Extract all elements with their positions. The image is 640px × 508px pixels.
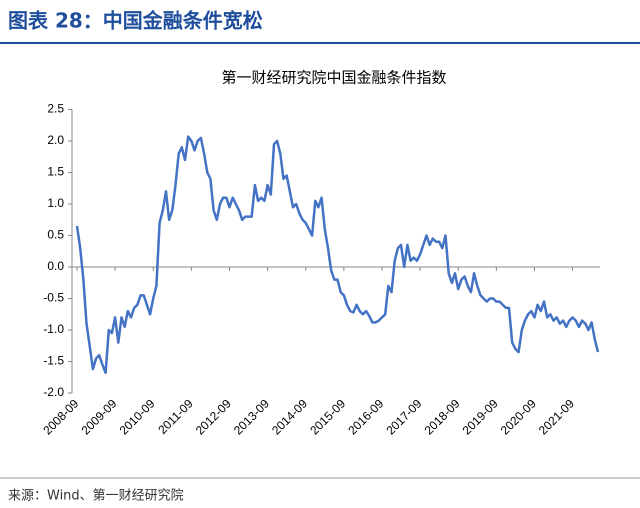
x-tick-label: 2018-09 <box>422 396 463 437</box>
x-tick-label: 2015-09 <box>307 396 348 437</box>
chart-title: 第一财经研究院中国金融条件指数 <box>221 69 446 87</box>
y-tick-label: -0.5 <box>43 291 64 305</box>
x-tick-label: 2014-09 <box>269 396 310 437</box>
data-line <box>75 135 600 375</box>
x-tick-label: 2017-09 <box>383 396 424 437</box>
y-tick-label: -2.0 <box>43 385 64 399</box>
x-tick-label: 2012-09 <box>193 396 234 437</box>
header-title: 图表 28：中国金融条件宽松 <box>8 9 263 33</box>
x-tick-label: 2016-09 <box>345 396 386 437</box>
y-tick-label: 1.5 <box>47 165 64 179</box>
y-tick-label: 2.0 <box>47 133 64 147</box>
x-tick-label: 2009-09 <box>78 396 119 437</box>
x-tick-label: 2008-09 <box>40 396 81 437</box>
x-tick-label: 2019-09 <box>460 396 501 437</box>
x-tick-label: 2011-09 <box>155 396 196 437</box>
source: 来源：Wind、第一财经研究院 <box>8 489 184 504</box>
y-tick-label: 2.5 <box>47 102 64 116</box>
x-tick-label: 2010-09 <box>117 396 158 437</box>
x-tick-label: 2013-09 <box>231 396 272 437</box>
y-tick-label: 0.0 <box>47 259 64 273</box>
x-tick-label: 2020-09 <box>498 396 539 437</box>
x-tick-label: 2021-09 <box>536 396 577 437</box>
y-tick-label: 1.0 <box>47 196 64 210</box>
y-tick-label: -1.0 <box>43 322 64 336</box>
y-tick-label: -1.5 <box>43 354 64 368</box>
y-tick-label: 0.5 <box>47 228 64 242</box>
